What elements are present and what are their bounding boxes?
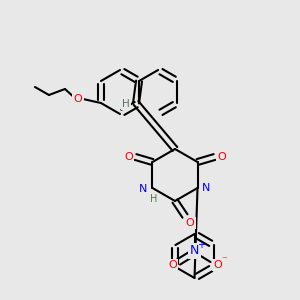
Text: +: + — [197, 240, 206, 250]
Text: H: H — [122, 99, 130, 109]
Text: N: N — [139, 184, 148, 194]
Text: O: O — [74, 94, 82, 104]
Text: N: N — [190, 244, 199, 257]
Text: H: H — [150, 194, 157, 204]
Text: O: O — [168, 260, 177, 270]
Text: N: N — [202, 183, 211, 193]
Text: O: O — [213, 260, 222, 270]
Text: O: O — [217, 152, 226, 162]
Text: O: O — [124, 152, 133, 162]
Text: ⁻: ⁻ — [222, 255, 227, 265]
Text: O: O — [186, 218, 194, 228]
